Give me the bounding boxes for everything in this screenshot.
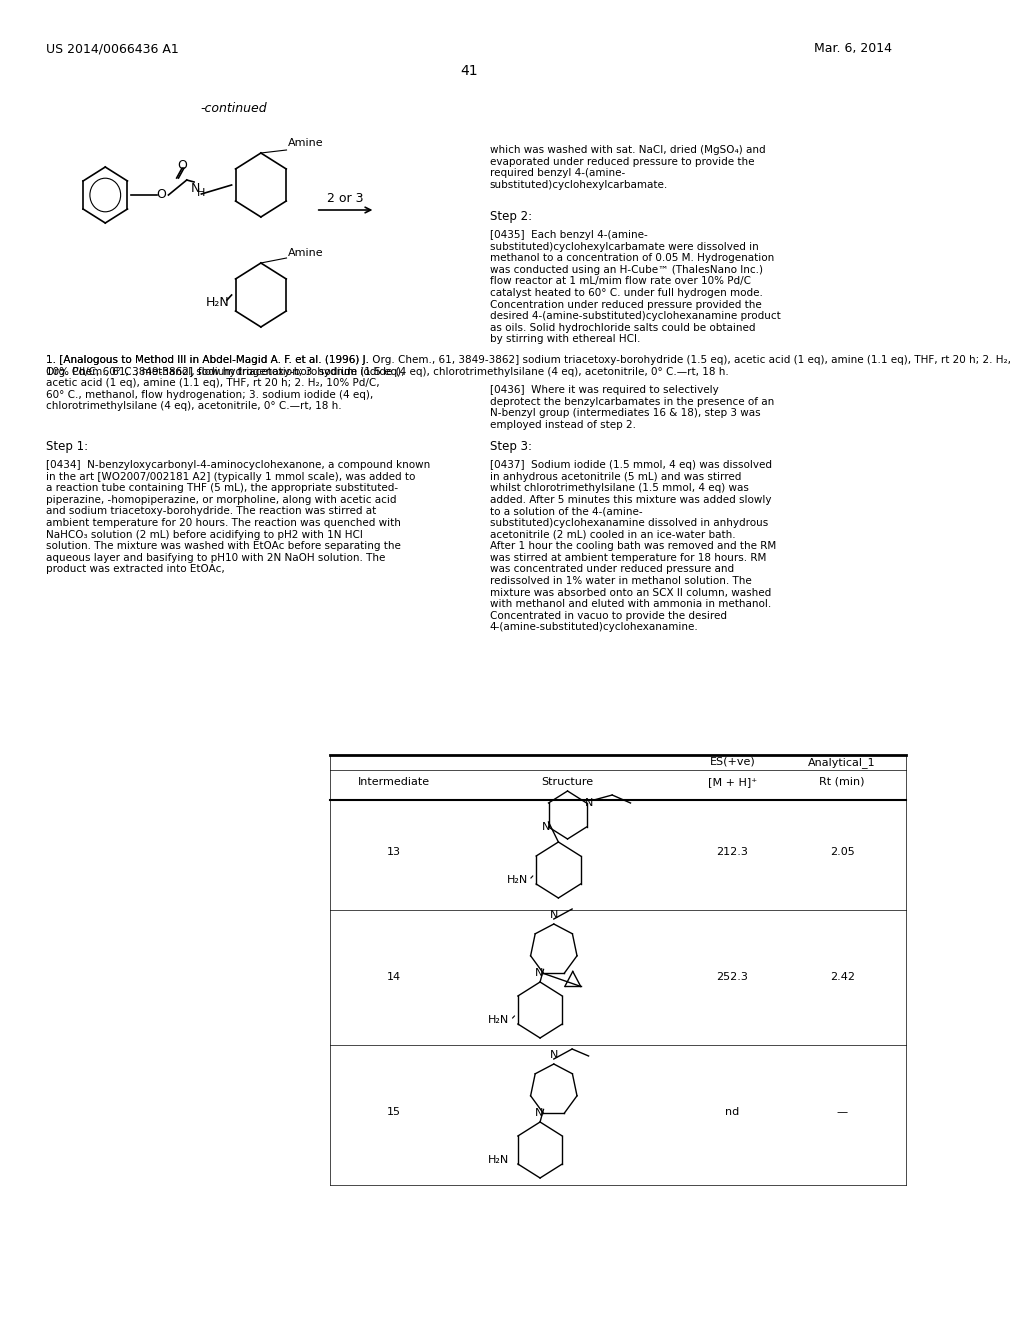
Text: 1. [Analogous to Method III in Abdel-Magid A. F. et al. (1996) J.
Org. Chem., 61: 1. [Analogous to Method III in Abdel-Mag… — [46, 355, 404, 412]
Text: nd: nd — [725, 1107, 739, 1117]
Text: O: O — [177, 158, 187, 172]
Text: Step 1:: Step 1: — [46, 440, 88, 453]
Text: 2.42: 2.42 — [829, 972, 855, 982]
Text: 212.3: 212.3 — [717, 847, 749, 857]
Text: [M + H]⁺: [M + H]⁺ — [708, 777, 757, 787]
Text: 14: 14 — [386, 972, 400, 982]
Text: ES(+ve): ES(+ve) — [710, 756, 755, 767]
Text: —: — — [837, 1107, 848, 1117]
Text: -continued: -continued — [200, 102, 266, 115]
Text: Analytical_1: Analytical_1 — [808, 756, 876, 768]
Text: N: N — [535, 969, 543, 978]
Text: [0437]  Sodium iodide (1.5 mmol, 4 eq) was dissolved
in anhydrous acetonitrile (: [0437] Sodium iodide (1.5 mmol, 4 eq) wa… — [489, 459, 776, 632]
Text: N: N — [542, 822, 550, 832]
Text: H₂N: H₂N — [488, 1015, 510, 1026]
Text: 252.3: 252.3 — [717, 972, 749, 982]
Text: Intermediate: Intermediate — [357, 777, 430, 787]
Text: Structure: Structure — [542, 777, 594, 787]
Text: N: N — [191, 181, 201, 194]
Text: H₂N: H₂N — [507, 875, 527, 884]
Text: US 2014/0066436 A1: US 2014/0066436 A1 — [46, 42, 178, 55]
Text: N: N — [550, 1049, 558, 1060]
Text: O: O — [157, 189, 166, 202]
Text: Mar. 6, 2014: Mar. 6, 2014 — [814, 42, 892, 55]
Text: [0436]  Where it was required to selectively
deprotect the benzylcarbamates in t: [0436] Where it was required to selectiv… — [489, 385, 774, 430]
Text: 13: 13 — [387, 847, 400, 857]
Text: 15: 15 — [387, 1107, 400, 1117]
Text: [0435]  Each benzyl 4-(amine-
substituted)cyclohexylcarbamate were dissolved in
: [0435] Each benzyl 4-(amine- substituted… — [489, 230, 780, 345]
Text: H: H — [198, 187, 206, 198]
Text: 2 or 3: 2 or 3 — [328, 191, 364, 205]
Text: Step 3:: Step 3: — [489, 440, 531, 453]
Text: N: N — [535, 1109, 543, 1118]
Text: N: N — [550, 909, 558, 920]
Text: Rt (min): Rt (min) — [819, 777, 865, 787]
Text: [0434]  N-benzyloxycarbonyl-4-aminocyclohexanone, a compound known
in the art [W: [0434] N-benzyloxycarbonyl-4-aminocycloh… — [46, 459, 430, 574]
Text: H₂N: H₂N — [206, 297, 229, 309]
Text: Amine: Amine — [289, 248, 324, 257]
Text: 41: 41 — [460, 63, 477, 78]
Text: Amine: Amine — [289, 139, 324, 148]
Text: H₂N: H₂N — [488, 1155, 510, 1166]
Text: 2.05: 2.05 — [829, 847, 854, 857]
Text: Step 2:: Step 2: — [489, 210, 531, 223]
Text: which was washed with sat. NaCl, dried (MgSO₄) and
evaporated under reduced pres: which was washed with sat. NaCl, dried (… — [489, 145, 765, 190]
Text: N: N — [585, 799, 594, 808]
Text: 1. [Analogous to Method III in Abdel-Magid A. F. et al. (1996) J. Org. Chem., 61: 1. [Analogous to Method III in Abdel-Mag… — [46, 355, 1011, 376]
